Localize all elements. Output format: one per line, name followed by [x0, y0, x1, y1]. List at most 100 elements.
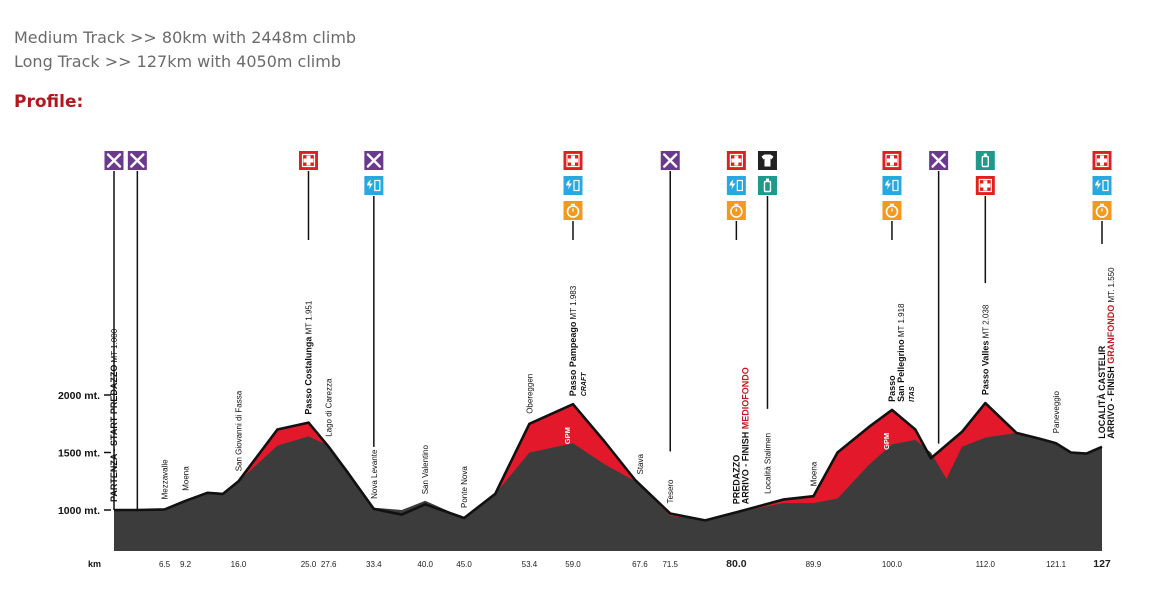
medical-icon-glyph-cross [1097, 155, 1107, 166]
service-column-2 [298, 151, 318, 240]
location-label-14: Località Stalimen [764, 433, 773, 494]
drink-icon [757, 176, 777, 195]
location-label-1: Mezzavalle [161, 459, 170, 500]
location-name-16: Passo [887, 375, 897, 402]
location-5: Lago di Carezza [325, 378, 334, 437]
location-line2-13: ARRIVO - FINISH [740, 432, 750, 505]
timer-icon-glyph-dial [730, 205, 743, 218]
location-name-2: Moena [182, 466, 191, 491]
location-accent-19: GRANFONDO [1106, 305, 1116, 367]
medical-icon-glyph-frame [885, 153, 899, 168]
location-name-13: PREDAZZO [731, 455, 741, 505]
location-label-18: Paneveggio [1052, 390, 1061, 433]
x-tick-label-15: 112.0 [976, 560, 996, 569]
location-15: Moena [809, 461, 818, 486]
food-icon-glyph-bottle [892, 179, 899, 192]
x-tick-label-12: 80.0 [726, 558, 747, 570]
gpm-1: GPM [882, 433, 891, 450]
location-label-10: Passo Pampeago MT 1.983 [568, 285, 578, 396]
tools-icon [127, 151, 147, 170]
profile-heading: Profile: [14, 92, 84, 112]
tools-icon-glyph-wrench [931, 153, 946, 168]
x-tick-label-3: 25.0 [301, 560, 317, 569]
medical-icon-glyph-cross [303, 155, 314, 166]
food-icon-glyph-bolt [1095, 179, 1101, 190]
medium-track-line: Medium Track >> 80km with 2448m climb [14, 28, 357, 47]
location-label-6: Nova Levante [370, 449, 379, 499]
timer-icon-glyph-dial [566, 205, 580, 218]
location-name-11: Stava [636, 453, 645, 474]
food-icon-glyph-bottle [573, 179, 580, 192]
x-tick-label-13: 89.9 [806, 560, 822, 569]
y-tick-label-0: 1000 mt. [58, 505, 100, 517]
location-label-16: Passo [887, 375, 897, 402]
shirt-icon-glyph-tee [761, 154, 774, 167]
food-icon [726, 176, 746, 195]
x-tick-label-5: 33.4 [366, 560, 382, 569]
location-label-15: Moena [809, 461, 818, 486]
sponsor-logo-10: CRAFT [581, 372, 588, 396]
location-line2-19: ARRIVO - FINISH [1106, 366, 1116, 439]
service-column-4 [563, 151, 583, 240]
timer-icon-glyph-hand [734, 203, 739, 212]
food-icon [364, 176, 384, 195]
location-14: Località Stalimen [764, 433, 773, 494]
location-altitude-10: MT 1.983 [569, 285, 578, 321]
y-tick-label-2: 2000 mt. [58, 390, 100, 402]
location-name-18: Paneveggio [1052, 390, 1061, 433]
service-column-8 [882, 151, 902, 240]
medical-icon [975, 176, 995, 195]
profile-outline [114, 401, 1103, 522]
food-icon [563, 176, 583, 195]
location-7: San Valentino [421, 445, 430, 495]
location-3: San Giovanni di Fassa [235, 390, 244, 471]
medical-icon-glyph-frame [729, 153, 743, 168]
location-6: Nova Levante [370, 449, 379, 499]
drink-icon [975, 151, 995, 170]
food-icon-glyph-bottle [374, 179, 381, 192]
service-column-7 [757, 151, 777, 409]
drink-icon-glyph-cap [983, 153, 987, 157]
x-tick-label-6: 40.0 [417, 560, 433, 569]
x-tick-label-2: 16.0 [231, 560, 247, 569]
location-label-7: San Valentino [421, 445, 430, 495]
location-12: Tesero [666, 479, 675, 504]
location-name-1: Mezzavalle [161, 459, 170, 500]
gpm-label-0: GPM [563, 427, 572, 444]
medical-icon-glyph-cross [980, 180, 991, 191]
medical-icon-glyph-cross [567, 155, 578, 166]
location-name-5: Lago di Carezza [325, 378, 334, 437]
location-name-8: Ponte Nova [460, 466, 469, 508]
location-labels: PARTENZA - START PREDAZZO MT 1.000Mezzav… [109, 267, 1116, 508]
location-line2-16: San Pellegrino [896, 339, 906, 402]
location-label-4: Passo Costalunga MT 1.951 [304, 300, 314, 414]
timer-icon-glyph-hand [570, 203, 575, 212]
drink-icon-bg [975, 151, 995, 170]
timer-icon [882, 201, 902, 220]
food-icon-glyph-bottle [736, 179, 743, 192]
location-label2-13: ARRIVO - FINISH MEDIOFONDO [740, 367, 750, 504]
tools-icon-glyph-wrench [663, 153, 678, 168]
service-column-1 [127, 151, 147, 510]
location-altitude-4: MT 1.951 [305, 300, 314, 336]
timer-icon-glyph-hand [1100, 203, 1104, 212]
medical-icon-glyph-cross [731, 155, 742, 166]
location-19: LOCALITÀ CASTELIR ARRIVO - FINISH GRANFON… [1097, 267, 1116, 439]
location-label2-19: ARRIVO - FINISH GRANFONDO MT. 1.550 [1106, 267, 1116, 439]
tools-icon [660, 151, 680, 170]
food-icon-glyph-bottle [1102, 179, 1109, 192]
medical-icon [726, 151, 746, 170]
service-column-9 [929, 151, 949, 444]
y-tick-label-1: 1500 mt. [58, 448, 100, 460]
location-label-8: Ponte Nova [460, 466, 469, 508]
timer-icon-glyph-dial [1095, 205, 1109, 218]
gpm-label-1: GPM [882, 433, 891, 450]
tools-icon-glyph-wrench [366, 153, 382, 168]
location-name-19: LOCALITÀ CASTELIR [1097, 345, 1107, 438]
food-icon [882, 176, 902, 195]
timer-icon-glyph-dial [885, 205, 899, 218]
x-tick-label-9: 59.0 [565, 560, 581, 569]
location-label-9: Obereggen [525, 374, 534, 414]
food-icon-glyph-bolt [884, 179, 891, 190]
